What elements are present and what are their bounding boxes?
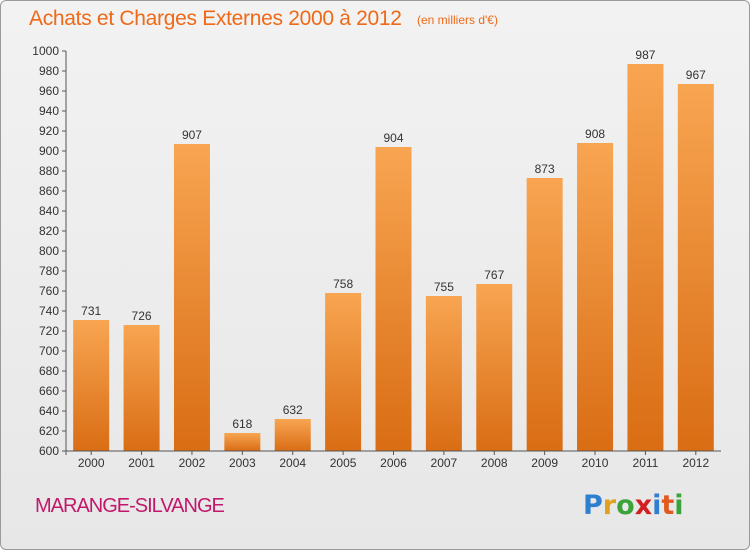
bar-value-label: 758 [333,277,353,291]
logo-letter: r [602,490,617,521]
x-tick-label: 2002 [179,456,206,470]
y-tick-label: 700 [39,344,59,358]
x-tick-label: 2006 [380,456,407,470]
bar-value-label: 904 [383,131,403,145]
bar-value-label: 987 [635,48,655,62]
y-tick-label: 820 [39,224,59,238]
bar-2007 [425,296,462,451]
bar-2004 [274,419,311,451]
x-tick-label: 2012 [682,456,709,470]
y-tick-label: 840 [39,204,59,218]
x-tick-label: 2008 [481,456,508,470]
logo-letter: i [652,490,662,521]
x-tick-label: 2007 [431,456,458,470]
bar-2000 [73,320,110,451]
bar-value-label: 907 [182,128,202,142]
logo-letter: i [674,490,684,521]
y-tick-label: 980 [39,64,59,78]
bar-2001 [123,325,160,451]
y-tick-label: 1000 [32,44,59,58]
y-tick-label: 780 [39,264,59,278]
y-tick-label: 640 [39,404,59,418]
logo-letter: x [634,490,653,521]
y-tick-label: 760 [39,284,59,298]
x-tick-label: 2011 [633,456,659,470]
bar-2010 [577,143,614,451]
bar-value-label: 967 [686,68,706,82]
town-name: MARANGE-SILVANGE [35,495,225,517]
proxiti-logo: Proxiti [583,490,684,521]
x-tick-label: 2010 [582,456,609,470]
bar-2003 [224,433,261,451]
y-tick-label: 860 [39,184,59,198]
bar-value-label: 618 [232,417,252,431]
y-tick-label: 600 [39,444,59,458]
bar-value-label: 908 [585,127,605,141]
bar-2006 [375,147,412,451]
x-tick-label: 2000 [78,456,105,470]
chart-subtitle: (en milliers d'€) [417,13,498,27]
x-tick-label: 2005 [330,456,357,470]
y-tick-label: 900 [39,144,59,158]
bar-value-label: 767 [484,268,504,282]
y-tick-label: 660 [39,384,59,398]
y-tick-label: 680 [39,364,59,378]
x-tick-label: 2004 [279,456,306,470]
y-tick-label: 960 [39,84,59,98]
y-tick-label: 920 [39,124,59,138]
x-tick-label: 2009 [531,456,558,470]
y-tick-label: 800 [39,244,59,258]
logo-letter: o [616,490,635,521]
x-tick-label: 2003 [229,456,256,470]
logo-letter: t [661,490,675,521]
y-tick-label: 940 [39,104,59,118]
bar-2008 [476,284,513,451]
bar-value-label: 731 [81,304,101,318]
y-tick-label: 720 [39,324,59,338]
bar-value-label: 755 [434,280,454,294]
y-tick-label: 620 [39,424,59,438]
y-tick-label: 880 [39,164,59,178]
logo-letter: P [583,490,603,521]
bar-value-label: 873 [535,162,555,176]
bar-2011 [627,64,664,451]
x-axis: 2000 2001 2002 2003 2004 2005 2006 2007 2008 2009… [66,450,721,470]
x-tick-label: 2001 [128,456,155,470]
bar-value-label: 726 [132,309,152,323]
chart-title: Achats et Charges Externes 2000 à 2012 [29,7,402,30]
bar-value-label: 632 [283,403,303,417]
bar-2005 [325,293,362,451]
bar-2009 [526,178,563,451]
y-axis: 600 620 640 660 680 700 720 740 760 780 800 820 840 8… [32,44,67,458]
bar-2012 [677,84,714,451]
bar-2002 [173,144,210,451]
y-tick-label: 740 [39,304,59,318]
bars: 731 726 907 618 632 758 904 755 767 873 908 987 967 [73,48,714,451]
